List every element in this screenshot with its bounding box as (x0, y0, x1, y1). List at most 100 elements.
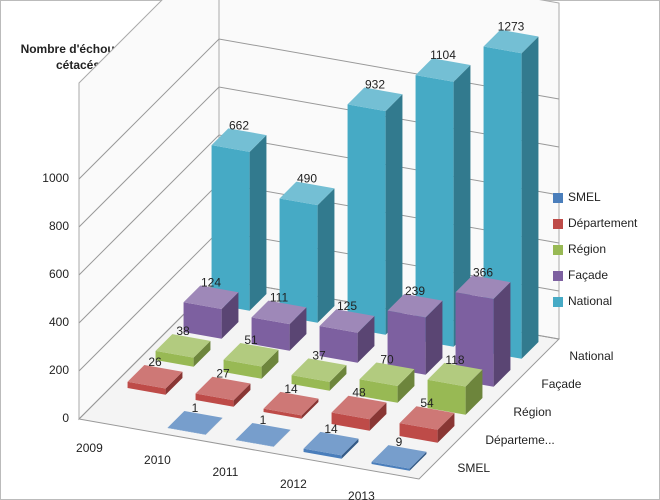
bar-front (127, 381, 166, 395)
data-label: 1273 (498, 20, 525, 34)
bar (263, 391, 319, 419)
bar-front (263, 408, 302, 419)
bar-top (371, 445, 427, 469)
bar-side (341, 438, 359, 459)
bar-side (205, 417, 223, 435)
legend-label: National (568, 294, 612, 308)
bar-side (453, 65, 471, 347)
bar-front (211, 145, 250, 311)
bar-top (331, 395, 387, 420)
data-label: 118 (445, 353, 464, 367)
bar-front (155, 350, 194, 367)
bar-side (261, 349, 279, 379)
bar-front (319, 326, 358, 363)
y-tick-label: 200 (49, 363, 69, 377)
bar-front (183, 302, 222, 339)
data-label: 37 (312, 348, 326, 362)
data-label: 1 (192, 401, 199, 415)
y-tick-label: 600 (49, 267, 69, 281)
bar-front (387, 310, 426, 375)
bar-top (399, 406, 455, 430)
bar-front (235, 439, 274, 447)
bar-side (369, 402, 387, 431)
y-tick-label: 800 (49, 219, 69, 233)
data-label: 26 (148, 355, 162, 369)
bar (319, 309, 375, 363)
data-label: 38 (176, 324, 190, 338)
bar-front (427, 379, 466, 415)
y-axis-title: cétacés (56, 58, 100, 72)
x-tick-label: 2013 (348, 489, 375, 500)
bar-side (397, 369, 415, 403)
legend-swatch (553, 219, 563, 229)
data-label: 70 (380, 352, 394, 366)
bar (303, 431, 359, 459)
bar (279, 181, 335, 323)
y-tick-label: 400 (49, 315, 69, 329)
bar-side (425, 300, 443, 375)
x-tick-label: 2012 (280, 477, 307, 491)
bar-front (279, 198, 318, 323)
bar-top (359, 362, 415, 386)
data-label: 125 (337, 299, 357, 313)
data-label: 1 (260, 413, 267, 427)
bar-side (385, 94, 403, 335)
bar-top (303, 431, 359, 456)
bar-front (399, 423, 438, 443)
legend-label: Département (568, 216, 638, 230)
legend-label: SMEL (568, 190, 601, 204)
bar-side (437, 413, 455, 443)
bar-side (317, 188, 335, 323)
bar-front (415, 75, 454, 347)
data-label: 662 (229, 118, 249, 132)
bar-front (223, 359, 262, 379)
depth-tick-label: National (569, 349, 613, 363)
bar-side (521, 36, 539, 359)
bar-front (251, 317, 290, 351)
bar-front (195, 393, 234, 407)
data-label: 1104 (430, 48, 456, 62)
depth-tick-label: Façade (541, 377, 581, 391)
legend-swatch (553, 271, 563, 281)
x-tick-label: 2009 (76, 441, 103, 455)
bar-top (347, 87, 403, 112)
data-label: 48 (352, 386, 366, 400)
legend-swatch (553, 245, 563, 255)
data-label: 9 (396, 435, 403, 449)
data-label: 54 (420, 396, 434, 410)
bar-top (223, 343, 279, 367)
depth-tick-label: SMEL (457, 461, 490, 475)
bar-top (263, 391, 319, 416)
bar-top (319, 309, 375, 333)
bar (415, 58, 471, 347)
bar-top (427, 362, 483, 387)
bar-front (291, 375, 330, 391)
bar-top (235, 423, 291, 447)
data-label: 490 (297, 172, 317, 186)
bar-front (359, 379, 398, 403)
bar-front (303, 448, 342, 459)
bar-side (493, 282, 511, 387)
bar-top (251, 300, 307, 325)
data-label: 111 (270, 291, 289, 305)
data-label: 932 (365, 77, 385, 91)
x-tick-label: 2010 (144, 453, 171, 467)
bar (455, 275, 511, 387)
data-label: 239 (405, 284, 425, 298)
bar-side (233, 383, 251, 407)
bar (331, 395, 387, 431)
bar-top (155, 334, 211, 358)
bar-top (211, 128, 267, 152)
bar (223, 343, 279, 379)
bar-front (371, 461, 410, 471)
bar (235, 423, 291, 447)
depth-tick-label: Région (513, 405, 551, 419)
bar-front (331, 412, 370, 431)
y-tick-label: 0 (62, 411, 69, 425)
bar (127, 365, 183, 395)
depth-tick-label: Départeme... (485, 433, 554, 447)
legend-swatch (553, 297, 563, 307)
bar-top (167, 411, 223, 435)
data-label: 14 (284, 382, 298, 396)
